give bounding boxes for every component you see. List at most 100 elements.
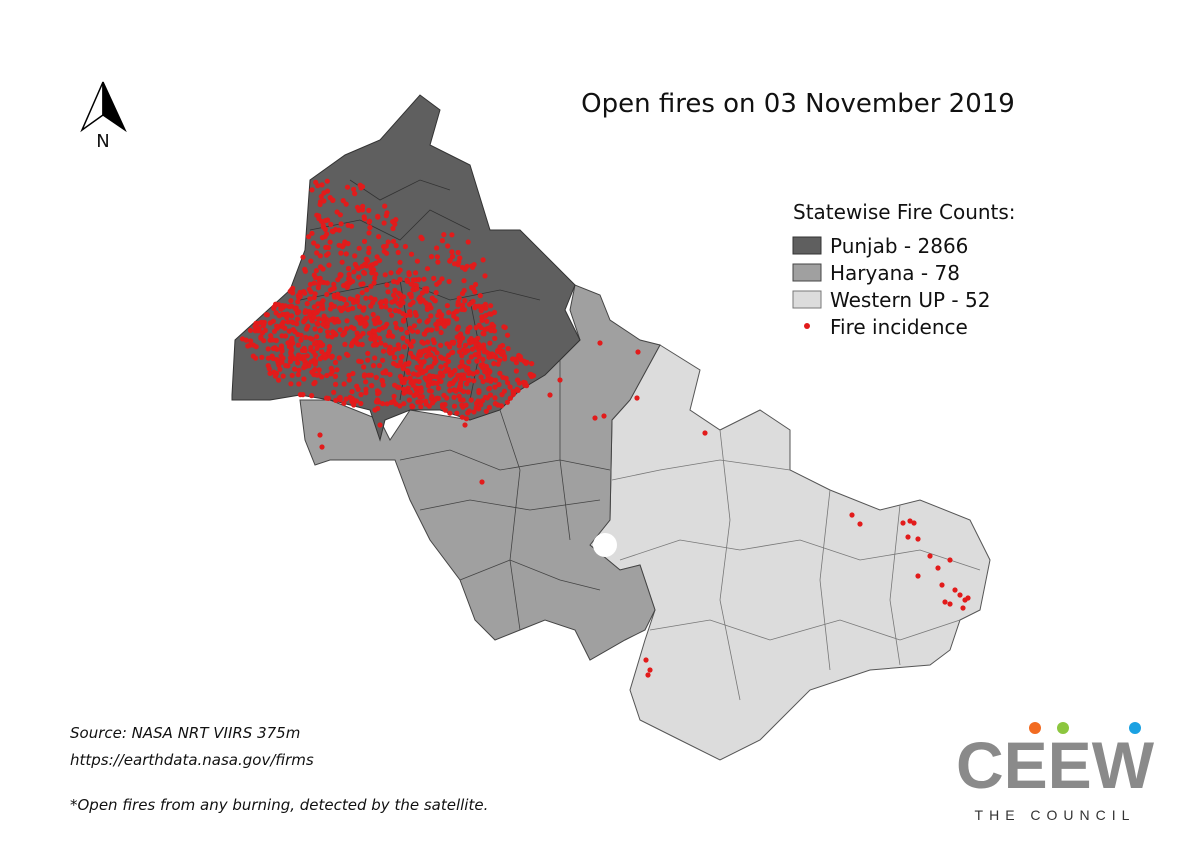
- fire-dot: [314, 345, 320, 351]
- fire-dot: [410, 371, 417, 377]
- fire-dot: [393, 325, 400, 331]
- fire-dot: [484, 349, 490, 355]
- fire-dot: [266, 366, 272, 372]
- fire-dot: [339, 259, 345, 265]
- fire-dot: [438, 342, 444, 348]
- fire-dot: [492, 395, 498, 401]
- fire-dot: [340, 198, 346, 204]
- fire-dot: [425, 383, 431, 389]
- fire-dot: [373, 399, 380, 405]
- fire-dot: [305, 323, 311, 329]
- fire-dot: [454, 334, 460, 340]
- fire-dot: [344, 351, 350, 357]
- logo-dot: [1057, 722, 1069, 734]
- fire-dot: [361, 364, 367, 370]
- fire-dot: [335, 294, 341, 300]
- fire-dot: [490, 351, 496, 358]
- fire-dot: [309, 230, 315, 236]
- fire-dot: [392, 346, 398, 352]
- fire-dot: [462, 342, 468, 348]
- fire-dot: [347, 394, 353, 400]
- fire-dot: [451, 313, 457, 319]
- fire-dot: [372, 407, 378, 413]
- fire-dot: [359, 341, 365, 348]
- fire-dot: [960, 605, 966, 611]
- fire-dot: [416, 296, 422, 302]
- fire-dot: [463, 402, 469, 408]
- fire-dot: [309, 393, 315, 399]
- fire-dot: [380, 401, 386, 407]
- fire-dot: [397, 403, 403, 409]
- fire-dot: [935, 565, 941, 571]
- fire-dot: [460, 347, 466, 353]
- fire-dot: [370, 363, 377, 369]
- fire-dot: [382, 342, 388, 348]
- fire-dot: [420, 297, 426, 303]
- fire-dot: [927, 553, 933, 559]
- fire-dot: [424, 319, 430, 325]
- north-arrow-right: [102, 81, 127, 133]
- fire-dot: [471, 262, 477, 268]
- fire-dot: [348, 223, 355, 229]
- fire-dot: [459, 402, 465, 408]
- fire-dot: [372, 328, 378, 334]
- fire-dot: [375, 213, 381, 219]
- fire-dot: [635, 349, 641, 355]
- fire-dot: [479, 317, 485, 323]
- fire-dot: [419, 236, 425, 242]
- fire-dot: [319, 182, 325, 188]
- fire-dot: [480, 330, 486, 336]
- fire-dot: [470, 371, 476, 377]
- fire-dot: [328, 317, 334, 323]
- fire-dot: [438, 378, 444, 384]
- district-line: [649, 619, 961, 641]
- fire-dot: [382, 324, 388, 330]
- fire-dot: [483, 408, 489, 414]
- fire-dot: [431, 346, 437, 352]
- fire-dot: [424, 286, 430, 292]
- fire-dot: [351, 186, 357, 192]
- fire-dot: [500, 374, 506, 380]
- fire-dot: [461, 287, 467, 294]
- fire-dot: [354, 204, 361, 210]
- fire-dot: [408, 291, 414, 297]
- fire-dot: [323, 244, 329, 250]
- fire-dot: [272, 371, 278, 377]
- fire-dot: [497, 370, 503, 376]
- fire-dot: [325, 251, 331, 257]
- fire-dot: [464, 381, 470, 387]
- fire-dot: [301, 354, 307, 360]
- fire-dot: [497, 344, 503, 350]
- fire-dot: [401, 344, 407, 350]
- fire-dot: [322, 352, 328, 359]
- fire-dot: [422, 375, 428, 381]
- fire-dot: [320, 317, 326, 323]
- fire-dot: [459, 306, 465, 312]
- fire-dot: [457, 338, 463, 344]
- fire-dot: [317, 201, 323, 208]
- fire-dot: [417, 352, 423, 358]
- fire-dot: [484, 318, 490, 324]
- fire-dot: [423, 398, 429, 404]
- fire-dot: [378, 340, 384, 346]
- fire-dot: [306, 286, 312, 292]
- fire-dot: [456, 295, 462, 301]
- fire-dot: [453, 388, 459, 394]
- fire-dot: [372, 275, 378, 281]
- fire-dot: [306, 234, 312, 240]
- fire-dot: [259, 354, 265, 360]
- fire-dot: [557, 377, 563, 383]
- fire-dot: [340, 332, 346, 338]
- fire-dot: [312, 379, 318, 386]
- fire-dot: [279, 305, 285, 311]
- district-lines-up: [611, 429, 981, 701]
- fire-dot: [279, 321, 285, 328]
- fire-dot: [383, 243, 389, 249]
- fire-dot: [369, 383, 375, 389]
- fire-dot: [371, 280, 377, 286]
- fire-dot: [421, 340, 427, 346]
- fire-dot: [428, 313, 434, 319]
- fire-dot: [428, 327, 435, 333]
- fire-dot: [383, 299, 389, 305]
